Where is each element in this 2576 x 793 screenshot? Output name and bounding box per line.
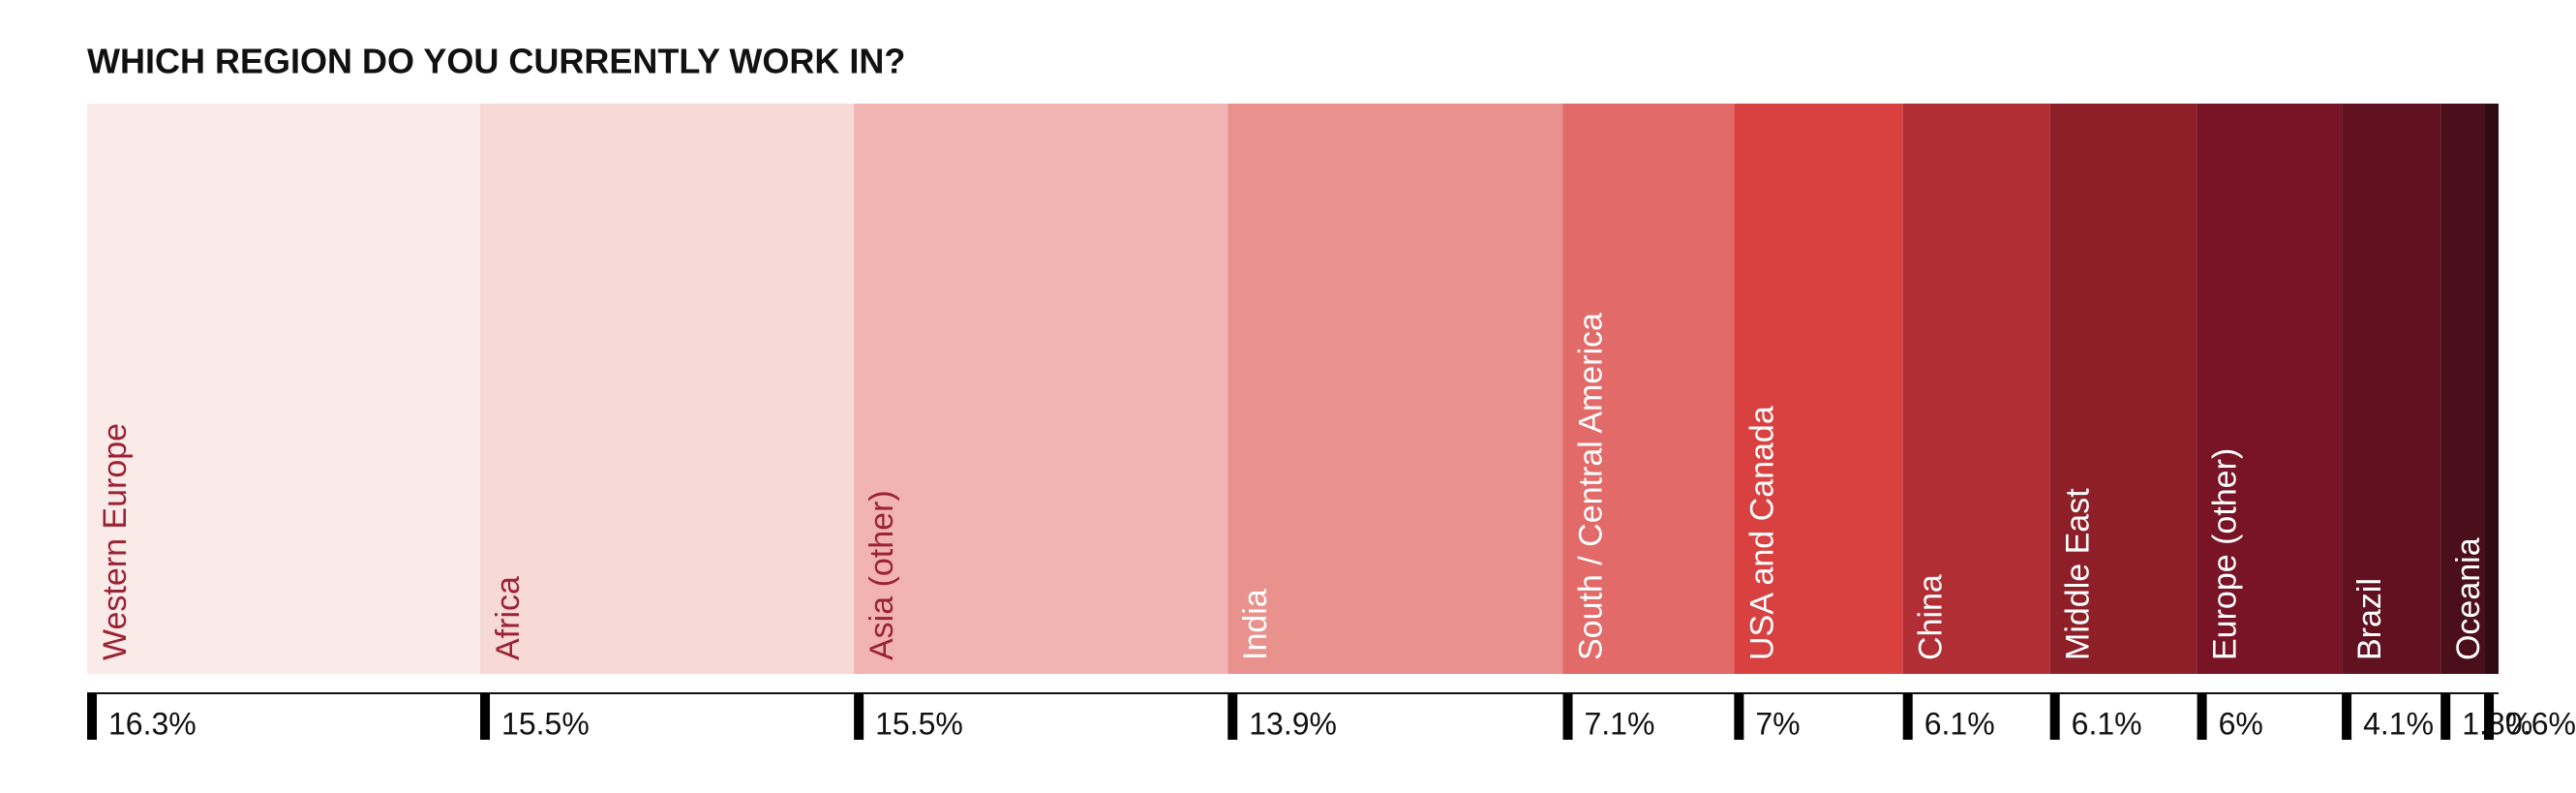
value-tick bbox=[1562, 693, 1573, 740]
category-label: Africa bbox=[490, 576, 527, 660]
value-label: 0.6% bbox=[2505, 706, 2576, 741]
value-tick bbox=[87, 693, 97, 740]
chart-title: WHICH REGION DO YOU CURRENTLY WORK IN? bbox=[87, 42, 905, 81]
value-tick bbox=[2342, 693, 2352, 740]
value-label: 4.1% bbox=[2363, 706, 2434, 741]
category-label: Oceania bbox=[2450, 537, 2487, 660]
value-label: 13.9% bbox=[1249, 706, 1337, 741]
bar-segment bbox=[2440, 104, 2485, 674]
value-label: 7% bbox=[1755, 706, 1800, 741]
value-tick bbox=[1902, 693, 1913, 740]
bar-segment bbox=[2342, 104, 2441, 674]
bar-segment bbox=[854, 104, 1228, 674]
value-tick bbox=[480, 693, 491, 740]
bar-segment bbox=[1734, 104, 1903, 674]
category-label: USA and Canada bbox=[1743, 406, 1780, 660]
category-label: India bbox=[1237, 589, 1274, 660]
value-label: 15.5% bbox=[501, 706, 590, 741]
bar-segment bbox=[2484, 104, 2499, 674]
value-tick bbox=[2484, 693, 2495, 740]
value-label: 1.8% bbox=[2462, 706, 2532, 741]
category-label: Others bbox=[2494, 562, 2531, 660]
value-tick bbox=[1227, 693, 1238, 740]
value-label: 16.3% bbox=[108, 706, 197, 741]
bar-segment bbox=[480, 104, 855, 674]
bar-segment bbox=[87, 104, 481, 674]
bar-segment bbox=[2049, 104, 2197, 674]
value-tick bbox=[1734, 693, 1744, 740]
value-tick bbox=[2049, 693, 2060, 740]
value-tick bbox=[2440, 693, 2451, 740]
value-label: 6% bbox=[2219, 706, 2263, 741]
value-tick bbox=[2197, 693, 2207, 740]
value-label: 7.1% bbox=[1584, 706, 1654, 741]
category-label: Brazil bbox=[2351, 578, 2388, 660]
bar-segment bbox=[1562, 104, 1735, 674]
category-label: Asia (other) bbox=[864, 490, 900, 660]
value-tick bbox=[854, 693, 864, 740]
value-label: 6.1% bbox=[2072, 706, 2142, 741]
bar-segment bbox=[2197, 104, 2343, 674]
category-label: Europe (other) bbox=[2207, 448, 2244, 660]
category-label: Western Europe bbox=[97, 423, 134, 660]
value-label: 15.5% bbox=[875, 706, 963, 741]
category-label: China bbox=[1913, 574, 1950, 660]
category-label: Middle East bbox=[2060, 488, 2097, 660]
bar-segment bbox=[1902, 104, 2050, 674]
bar-segment bbox=[1227, 104, 1563, 674]
category-label: South / Central America bbox=[1572, 313, 1609, 660]
value-label: 6.1% bbox=[1924, 706, 1995, 741]
